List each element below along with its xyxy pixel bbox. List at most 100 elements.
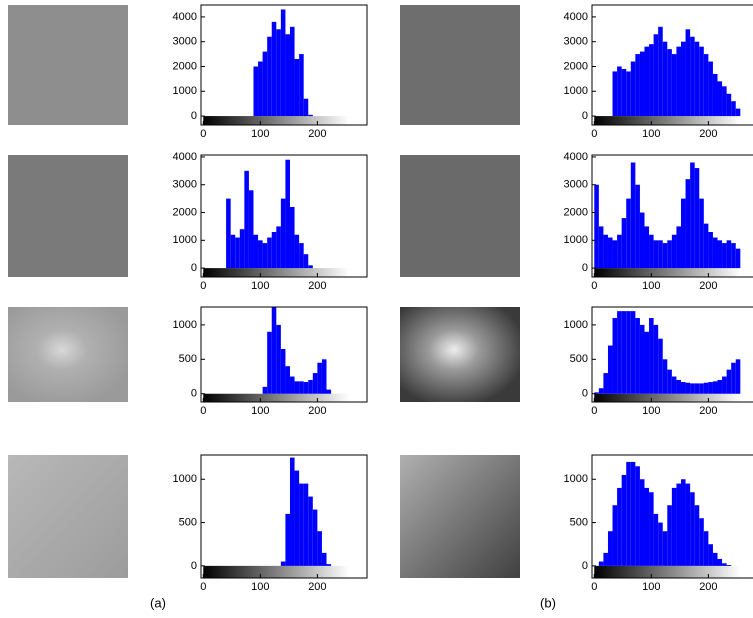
bar bbox=[717, 240, 723, 269]
bar bbox=[722, 86, 727, 117]
bar bbox=[667, 49, 672, 117]
bar bbox=[635, 54, 640, 117]
y-tick-label: 0 bbox=[582, 262, 588, 274]
bar bbox=[699, 198, 704, 269]
bar bbox=[312, 509, 318, 566]
x-tick-label: 0 bbox=[200, 280, 206, 292]
bar bbox=[639, 479, 645, 566]
x-tick-label: 0 bbox=[591, 128, 597, 140]
bar bbox=[308, 379, 313, 394]
x-tick-label: 100 bbox=[251, 405, 269, 417]
y-tick-label: 0 bbox=[191, 262, 197, 274]
bar bbox=[708, 382, 713, 394]
bar bbox=[280, 561, 286, 566]
histogram-panel: 0 500 1000 0 100 200 bbox=[173, 454, 368, 593]
bar bbox=[326, 389, 332, 394]
bar bbox=[303, 98, 309, 117]
bar bbox=[694, 168, 700, 269]
x-tick-label: 200 bbox=[308, 405, 326, 417]
bar bbox=[594, 184, 599, 269]
y-tick-label: 3000 bbox=[173, 36, 197, 48]
bar bbox=[612, 318, 618, 394]
bar bbox=[671, 234, 677, 269]
bar bbox=[299, 483, 304, 566]
y-tick-label: 0 bbox=[582, 110, 588, 122]
bar bbox=[649, 44, 654, 117]
bar bbox=[712, 381, 718, 394]
x-tick-label: 0 bbox=[200, 581, 206, 593]
bar bbox=[235, 237, 240, 269]
bar bbox=[639, 51, 645, 117]
bar bbox=[280, 198, 286, 269]
bar bbox=[690, 162, 695, 269]
y-tick-label: 500 bbox=[570, 353, 588, 365]
y-tick-label: 2000 bbox=[564, 60, 588, 72]
histogram-panel: 0 500 1000 0 100 200 bbox=[564, 306, 753, 417]
bar bbox=[680, 198, 686, 269]
colorbar bbox=[594, 393, 741, 402]
image bbox=[8, 5, 128, 125]
bar bbox=[676, 226, 681, 269]
caption: (b) bbox=[540, 595, 556, 610]
bar bbox=[626, 461, 631, 566]
bar bbox=[630, 461, 636, 566]
axes-box bbox=[200, 154, 368, 278]
bar bbox=[321, 552, 327, 566]
bar bbox=[308, 265, 313, 269]
bar bbox=[731, 243, 736, 269]
y-tick-label: 1000 bbox=[173, 473, 197, 485]
bar bbox=[726, 369, 732, 394]
histogram-panel: 0 500 1000 0 100 200 bbox=[564, 454, 753, 593]
x-tick-label: 100 bbox=[642, 405, 660, 417]
bar bbox=[680, 41, 686, 117]
image bbox=[400, 5, 520, 125]
x-tick-label: 0 bbox=[591, 405, 597, 417]
y-tick-label: 0 bbox=[191, 560, 197, 572]
bar bbox=[685, 382, 691, 394]
x-tick-label: 0 bbox=[591, 581, 597, 593]
x-tick-label: 0 bbox=[591, 280, 597, 292]
bar bbox=[612, 240, 618, 269]
bar bbox=[326, 564, 332, 566]
y-tick-label: 2000 bbox=[173, 206, 197, 218]
bar bbox=[248, 190, 254, 269]
bar bbox=[630, 162, 636, 269]
bar bbox=[703, 382, 709, 394]
x-tick-label: 100 bbox=[642, 128, 660, 140]
bar bbox=[685, 483, 691, 566]
bar bbox=[653, 324, 659, 394]
bar bbox=[312, 373, 318, 394]
bar bbox=[635, 184, 640, 269]
bar bbox=[630, 311, 636, 394]
bar bbox=[607, 531, 613, 566]
y-tick-label: 3000 bbox=[173, 179, 197, 191]
bar bbox=[662, 359, 668, 394]
bar bbox=[735, 108, 741, 117]
bar bbox=[694, 505, 700, 566]
bar bbox=[708, 61, 713, 117]
colorbar bbox=[203, 393, 350, 402]
bar bbox=[690, 383, 695, 394]
bar bbox=[708, 544, 713, 566]
y-tick-label: 0 bbox=[582, 560, 588, 572]
bar bbox=[303, 483, 309, 566]
y-tick-label: 1000 bbox=[173, 85, 197, 97]
bar bbox=[594, 392, 599, 394]
bar bbox=[676, 483, 681, 566]
image bbox=[8, 155, 128, 277]
y-tick-label: 1000 bbox=[564, 234, 588, 246]
bar bbox=[262, 51, 268, 117]
y-tick-label: 3000 bbox=[564, 179, 588, 191]
bar bbox=[303, 382, 309, 394]
bar bbox=[621, 68, 627, 117]
bar bbox=[289, 26, 295, 117]
colorbar bbox=[594, 565, 741, 578]
images bbox=[8, 5, 520, 578]
bar bbox=[630, 61, 636, 117]
axes-box bbox=[200, 454, 368, 579]
caption: (a) bbox=[150, 595, 166, 610]
bar bbox=[267, 36, 272, 117]
bar bbox=[285, 34, 290, 117]
bar bbox=[285, 159, 290, 269]
bar bbox=[685, 179, 691, 269]
